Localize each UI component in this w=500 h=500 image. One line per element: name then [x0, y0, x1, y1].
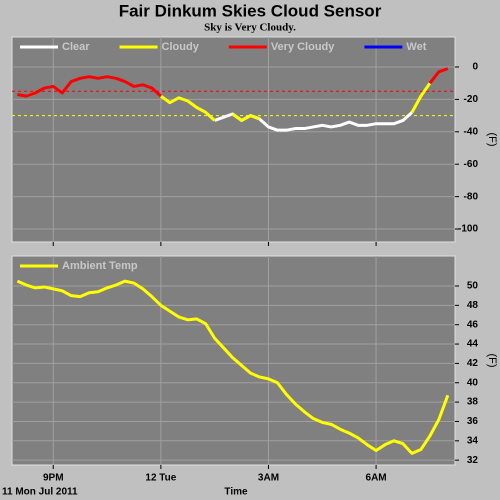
x-tick-label: 6AM: [366, 473, 387, 484]
y-tick-label: 40: [467, 377, 479, 388]
x-tick-label: 12 Tue: [145, 473, 176, 484]
y-tick-label: 34: [467, 435, 479, 446]
y-tick-label: 36: [467, 416, 479, 427]
legend-label: Ambient Temp: [62, 260, 138, 272]
x-axis-label: Time: [224, 487, 248, 498]
y-tick-label: 32: [467, 455, 479, 466]
y-tick-label: 44: [467, 339, 479, 350]
legend-label: Cloudy: [162, 41, 200, 53]
y-tick-label: 46: [467, 319, 479, 330]
y-axis-label: (F): [486, 132, 498, 146]
chart-title: Fair Dinkum Skies Cloud Sensor: [119, 1, 382, 20]
y-tick-label: -100: [458, 224, 478, 235]
legend-label: Clear: [62, 41, 90, 53]
x-tick-label: 9PM: [43, 473, 64, 484]
legend-label: Very Cloudy: [271, 41, 335, 53]
series-line: [16, 279, 450, 455]
y-tick-label: 48: [467, 300, 479, 311]
y-axis-label: (F): [486, 353, 498, 367]
y-tick-label: -20: [464, 94, 479, 105]
y-tick-label: 42: [467, 358, 479, 369]
y-tick-label: -40: [464, 126, 479, 137]
chart-subtitle: Sky is Very Cloudy.: [204, 22, 296, 34]
plot-area: [11, 36, 456, 243]
y-tick-label: -80: [464, 191, 479, 202]
y-tick-label: 50: [467, 281, 479, 292]
plot-area: [11, 255, 456, 466]
y-tick-label: -60: [464, 159, 479, 170]
x-tick-label: 3AM: [258, 473, 279, 484]
legend-label: Wet: [406, 41, 426, 53]
series-line: [17, 67, 449, 98]
y-tick-label: 0: [472, 62, 478, 73]
date-label: 11 Mon Jul 2011: [2, 487, 78, 498]
y-tick-label: 38: [467, 397, 479, 408]
